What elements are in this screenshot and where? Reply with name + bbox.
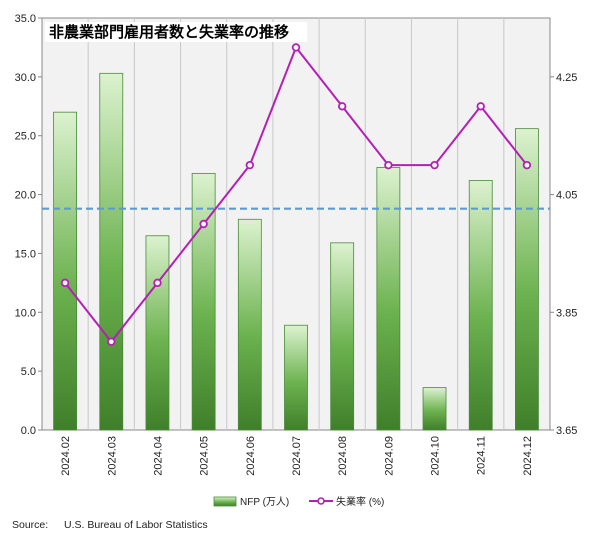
x-tick-label: 2024.03	[106, 436, 118, 476]
nfp-bar	[284, 324, 308, 431]
x-tick-label: 2024.02	[60, 436, 72, 476]
unemployment-point	[384, 160, 393, 170]
source-label: Source:	[12, 519, 48, 531]
nfp-bar	[53, 111, 77, 431]
nfp-bar	[330, 242, 355, 431]
nfp-bar	[145, 235, 170, 431]
nfp-bar	[99, 72, 124, 431]
unemployment-point	[107, 337, 116, 346]
left-tick-label: 30.0	[15, 72, 36, 84]
left-tick-label: 10.0	[15, 307, 36, 319]
left-tick-label: 15.0	[15, 248, 36, 260]
nfp-bar	[237, 218, 262, 431]
left-tick-label: 5.0	[21, 366, 36, 378]
x-tick-label: 2024.05	[199, 436, 211, 476]
source-text: U.S. Bureau of Labor Statistics	[64, 519, 208, 531]
right-tick-label: 3.85	[556, 307, 577, 319]
grid-lines	[87, 18, 505, 430]
right-tick-label: 3.65	[556, 425, 577, 437]
left-tick-label: 25.0	[15, 131, 36, 143]
nfp-bar	[515, 128, 539, 431]
legend: NFP (万人) 失業率 (%)	[213, 495, 384, 508]
x-tick-label: 2024.11	[476, 436, 488, 475]
nfp-bar	[191, 172, 216, 431]
right-tick-label: 4.05	[556, 190, 577, 202]
left-tick-label: 35.0	[15, 13, 36, 25]
unemployment-point	[337, 102, 347, 111]
unemployment-point	[522, 160, 532, 170]
x-tick-label: 2024.04	[152, 436, 164, 476]
unemployment-point	[199, 219, 208, 229]
left-tick-label: 20.0	[15, 190, 36, 202]
x-tick-label: 2024.06	[245, 436, 257, 476]
legend-marker-unemployment	[317, 497, 325, 505]
x-tick-label: 2024.12	[522, 436, 534, 476]
unemployment-point	[60, 278, 70, 288]
unemployment-point	[245, 160, 255, 170]
nfp-bars	[53, 72, 539, 431]
left-y-axis: 0.0 5.0 10.0 15.0 20.0 25.0 30.0 35.0	[15, 13, 42, 437]
chart-title-box: 非農業部門雇用者数と失業率の推移	[45, 22, 307, 42]
unemployment-point	[430, 160, 439, 170]
legend-label-unemployment: 失業率 (%)	[336, 495, 384, 508]
left-tick-label: 0.0	[21, 425, 36, 437]
source-note: Source: U.S. Bureau of Labor Statistics	[12, 519, 208, 531]
x-tick-label: 2024.10	[430, 436, 442, 476]
nfp-bar	[376, 167, 401, 431]
legend-label-nfp: NFP (万人)	[240, 496, 289, 508]
chart-title: 非農業部門雇用者数と失業率の推移	[49, 23, 289, 41]
right-y-axis: 3.65 3.85 4.05 4.25	[550, 72, 577, 437]
nfp-bar	[468, 180, 493, 431]
legend-swatch-nfp	[213, 496, 237, 507]
x-tick-label: 2024.09	[383, 436, 395, 476]
unemployment-point	[291, 43, 301, 52]
right-tick-label: 4.25	[556, 72, 577, 84]
unemployment-point	[153, 278, 162, 288]
x-axis: 2024.02 2024.03 2024.04 2024.05 2024.06 2024.…	[60, 436, 534, 476]
unemployment-point	[476, 102, 485, 111]
nfp-bar	[422, 387, 447, 431]
unemployment-line	[60, 43, 532, 346]
x-tick-label: 2024.08	[337, 436, 349, 476]
x-tick-label: 2024.07	[291, 436, 303, 476]
